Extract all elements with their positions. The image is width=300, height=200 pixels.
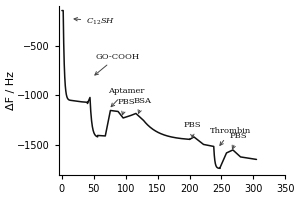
Text: GO-COOH: GO-COOH bbox=[95, 53, 139, 75]
Text: PBS: PBS bbox=[117, 98, 135, 115]
Text: $C_{12}SH$: $C_{12}SH$ bbox=[74, 16, 116, 27]
Text: Thrombin: Thrombin bbox=[210, 127, 251, 145]
Text: BSA: BSA bbox=[134, 97, 152, 113]
Y-axis label: ΔF / Hz: ΔF / Hz bbox=[6, 71, 16, 110]
Text: Aptamer: Aptamer bbox=[108, 87, 144, 107]
Text: PBS: PBS bbox=[229, 132, 247, 149]
Text: PBS: PBS bbox=[183, 121, 201, 138]
